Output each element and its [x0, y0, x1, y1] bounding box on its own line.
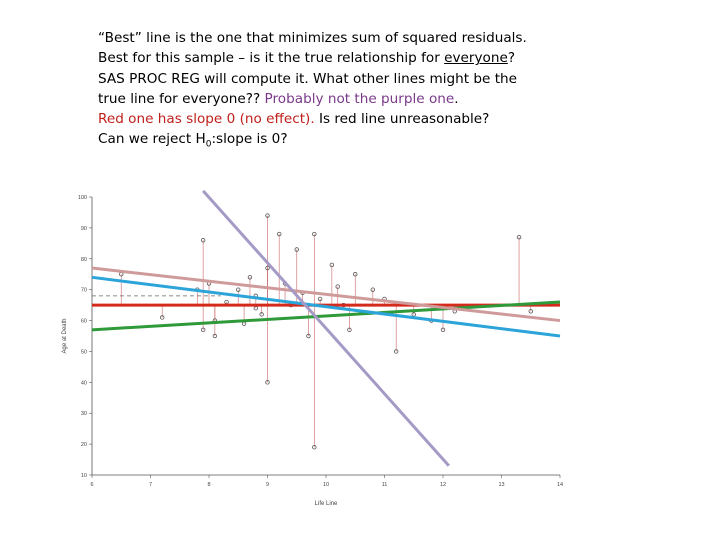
x-tick-label: 14 — [557, 482, 563, 488]
data-point — [200, 238, 206, 243]
purple-fit-line — [202, 189, 450, 467]
x-tick-label: 8 — [207, 482, 210, 488]
text-line-6: Can we reject H0:slope is 0? — [98, 129, 698, 155]
y-tick-label: 100 — [78, 195, 87, 201]
text-line-3: SAS PROC REG will compute it. What other… — [98, 70, 518, 87]
data-point — [236, 287, 241, 292]
y-tick-label: 70 — [81, 288, 87, 294]
residual-lines — [120, 215, 532, 448]
x-tick-label: 13 — [498, 482, 504, 488]
text-line-4-end: . — [454, 90, 459, 107]
data-point — [277, 231, 282, 237]
x-tick-label: 9 — [266, 482, 269, 488]
y-axis-title: Age at Death — [62, 318, 68, 353]
blue-fit-line — [91, 275, 561, 338]
text-line-2: Best for this sample – is it the true re… — [98, 48, 698, 68]
data-point — [440, 327, 446, 333]
text-line-4-purple: Probably not the purple one — [264, 90, 455, 107]
y-tick-label: 80 — [81, 257, 87, 263]
pink-fit-line — [91, 266, 561, 323]
data-point — [370, 287, 375, 292]
text-line-5: Red one has slope 0 (no effect). Is red … — [98, 109, 698, 129]
text-line-6-sub: 0 — [205, 140, 212, 151]
text-line-2-end: ? — [507, 50, 516, 67]
y-tick-label: 90 — [81, 226, 87, 232]
x-tick-label: 10 — [323, 482, 329, 488]
text-line-2-underlined: everyone — [444, 50, 508, 67]
data-point — [528, 309, 533, 314]
x-tick-label: 11 — [382, 482, 388, 488]
text-line-4-start: true line for everyone?? — [98, 90, 265, 107]
data-point — [306, 333, 311, 339]
y-tick-label: 20 — [81, 442, 87, 448]
data-point — [312, 445, 317, 450]
data-point — [353, 272, 358, 277]
y-tick-label: 10 — [81, 473, 87, 479]
data-point — [347, 327, 352, 333]
y-tick-label: 40 — [81, 380, 87, 386]
data-point — [265, 213, 270, 218]
explanation-text: “Best” line is the one that minimizes su… — [98, 28, 698, 156]
data-point — [516, 234, 522, 240]
text-line-6-start: Can we reject H — [98, 131, 206, 148]
y-tick-label: 30 — [81, 411, 87, 417]
data-point — [317, 296, 323, 302]
chart-axes — [89, 196, 561, 478]
text-line-5-end: Is red line unreasonable? — [314, 111, 490, 128]
data-point — [200, 327, 206, 333]
data-point — [335, 284, 340, 289]
text-line-5-red: Red one has slope 0 (no effect). — [98, 111, 315, 128]
data-points — [119, 213, 533, 450]
fit-lines — [91, 189, 561, 467]
green-fit-line — [91, 300, 561, 332]
text-line-1: “Best” line is the one that minimizes su… — [98, 30, 527, 46]
y-tick-label: 50 — [81, 349, 87, 355]
data-point — [247, 275, 253, 280]
x-tick-label: 6 — [90, 482, 93, 488]
data-point — [265, 380, 270, 385]
data-point — [265, 265, 270, 271]
data-point — [212, 333, 218, 339]
data-point — [394, 349, 399, 354]
text-line-2-start: Best for this sample – is it the true re… — [98, 50, 445, 67]
x-tick-label: 12 — [440, 482, 446, 488]
y-tick-label: 60 — [81, 319, 87, 325]
data-point — [159, 315, 165, 320]
text-line-4: true line for everyone?? Probably not th… — [98, 89, 698, 109]
data-point — [294, 247, 299, 252]
x-axis-title: Life Line — [315, 501, 338, 507]
axis-labels: 10 20 30 40 50 60 70 80 90 100 6 7 8 9 10 11 12 13 14 Life … — [62, 195, 563, 507]
x-tick-label: 7 — [149, 482, 152, 488]
data-point — [329, 262, 335, 268]
text-line-6-end: :slope is 0? — [211, 131, 288, 148]
data-point — [259, 312, 264, 317]
data-point — [312, 231, 317, 237]
